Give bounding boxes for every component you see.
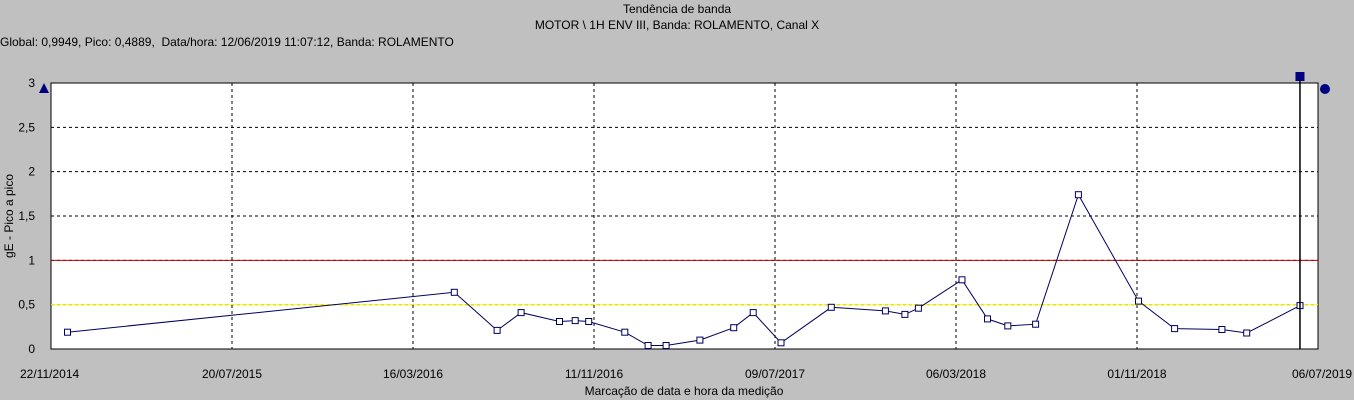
data-point[interactable] bbox=[827, 303, 835, 311]
data-point[interactable] bbox=[450, 288, 458, 296]
data-point[interactable] bbox=[749, 309, 757, 317]
data-point[interactable] bbox=[1243, 329, 1251, 337]
series-line bbox=[67, 193, 1301, 346]
date-cursor-handle[interactable] bbox=[1295, 72, 1305, 81]
x-tick-label: 06/03/2018 bbox=[926, 367, 986, 381]
y-tick-label: 0,5 bbox=[18, 298, 35, 312]
data-point[interactable] bbox=[1171, 325, 1179, 333]
x-axis-title: Marcação de data e hora da medição bbox=[585, 384, 784, 398]
data-point[interactable] bbox=[1032, 320, 1040, 328]
chart-title: Tendência de banda bbox=[622, 2, 732, 16]
data-point[interactable] bbox=[556, 318, 563, 325]
data-point[interactable] bbox=[585, 318, 593, 325]
measurement-info: Global: 0,9949, Pico: 0,4889, Data/hora:… bbox=[0, 35, 454, 49]
data-point[interactable] bbox=[696, 336, 704, 344]
x-tick-label: 01/11/2018 bbox=[1107, 367, 1166, 381]
circle-icon[interactable] bbox=[1320, 84, 1330, 94]
y-axis-labels: 0 0,5 1 1,5 2 2,5 3 bbox=[18, 76, 35, 356]
data-point[interactable] bbox=[958, 276, 966, 284]
data-point[interactable] bbox=[914, 304, 922, 312]
triangle-up-icon[interactable] bbox=[39, 83, 49, 93]
data-point[interactable] bbox=[984, 315, 991, 323]
data-point[interactable] bbox=[1074, 191, 1082, 199]
data-point[interactable] bbox=[621, 328, 629, 336]
data-points bbox=[64, 191, 1304, 349]
data-point[interactable] bbox=[1135, 297, 1142, 305]
y-tick-label: 0 bbox=[28, 342, 35, 356]
chart-subtitle: MOTOR \ 1H ENV III, Banda: ROLAMENTO, Ca… bbox=[534, 18, 820, 32]
data-point[interactable] bbox=[571, 317, 579, 325]
data-point[interactable] bbox=[662, 342, 670, 349]
y-tick-label: 3 bbox=[28, 76, 35, 90]
y-tick-label: 2 bbox=[28, 165, 35, 179]
data-point[interactable] bbox=[1218, 326, 1226, 333]
x-tick-label: 22/11/2014 bbox=[20, 367, 79, 381]
x-axis-labels: 22/11/2014 20/07/2015 16/03/2016 11/11/2016… bbox=[20, 367, 1352, 381]
data-point[interactable] bbox=[777, 339, 785, 347]
data-point[interactable] bbox=[1004, 322, 1012, 330]
y-tick-label: 1 bbox=[28, 253, 35, 267]
data-point[interactable] bbox=[64, 328, 71, 336]
data-point[interactable] bbox=[730, 324, 738, 332]
x-tick-label: 11/11/2016 bbox=[565, 367, 624, 381]
data-point[interactable] bbox=[517, 309, 525, 317]
data-point[interactable] bbox=[644, 342, 652, 349]
y-tick-label: 1,5 bbox=[18, 209, 35, 223]
x-tick-label: 20/07/2015 bbox=[202, 367, 262, 381]
y-axis-title: gE - Pico a pico bbox=[2, 174, 16, 258]
x-tick-label: 16/03/2016 bbox=[383, 367, 443, 381]
x-tick-label: 06/07/2019 bbox=[1292, 367, 1352, 381]
y-tick-label: 2,5 bbox=[18, 120, 35, 134]
x-tick-label: 09/07/2017 bbox=[745, 367, 805, 381]
data-point[interactable] bbox=[901, 310, 909, 318]
data-point[interactable] bbox=[881, 307, 889, 315]
data-point[interactable] bbox=[493, 326, 501, 334]
